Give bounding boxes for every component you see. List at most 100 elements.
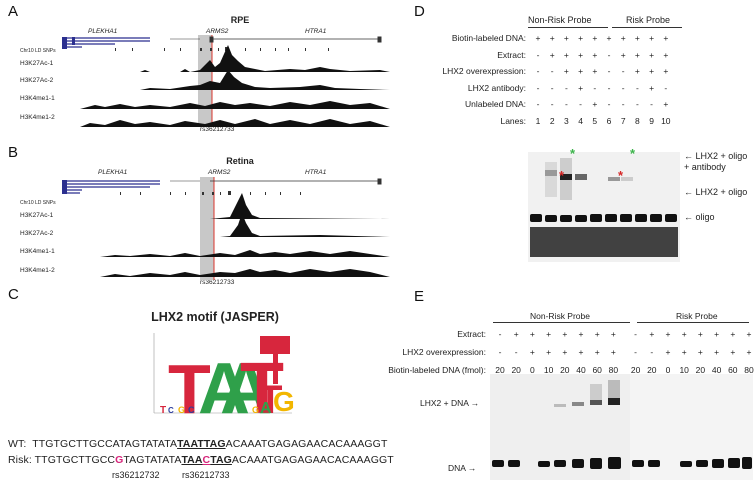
logo-letter-3: A xyxy=(220,349,272,429)
risk-label: Risk: xyxy=(8,454,32,466)
panel-e-cell: + xyxy=(562,347,568,357)
panel-e-cell: + xyxy=(546,329,552,339)
panel-d-cell: - xyxy=(650,99,654,109)
panel-e-annot-free-text: DNA xyxy=(448,463,466,473)
panel-d-cell: + xyxy=(549,33,555,43)
panel-b-ld-snps xyxy=(120,191,301,195)
panel-b-gene-arms2: ARMS2 xyxy=(208,169,231,176)
risk-seq-post: ACAAATGAGAGAACACAAAGGT xyxy=(231,454,394,466)
panel-b-track-2: H3K27Ac-2 xyxy=(20,230,54,237)
panel-e-complex-bands xyxy=(554,380,620,407)
panel-a-track-2: H3K27Ac-2 xyxy=(20,77,54,84)
panel-c-title: LHX2 motif (JASPER) xyxy=(151,310,279,324)
panel-d-cell: - xyxy=(664,82,668,93)
panel-b-track-1: H3K27Ac-1 xyxy=(20,212,54,219)
panel-d-cell: + xyxy=(578,82,584,93)
panel-d-free-oligo-bands xyxy=(530,214,677,222)
risk-seq-pre2: TAGTATATA xyxy=(123,454,182,466)
panel-e-cell: + xyxy=(529,329,535,339)
logo-top-stem xyxy=(273,336,278,384)
panel-e-annot-complex: LHX2 + DNA → xyxy=(420,398,480,408)
panel-d-cell: - xyxy=(550,99,554,109)
risk-seq-motif2: TAG xyxy=(210,454,232,466)
panel-d-red-star-2: * xyxy=(618,168,624,183)
panel-e-cell: + xyxy=(610,329,616,339)
panel-e-cell: - xyxy=(514,347,518,357)
panel-e-cell: - xyxy=(634,329,638,339)
panel-d-cell: + xyxy=(620,33,626,43)
panel-d-cell: + xyxy=(620,49,626,60)
panel-e-cell: + xyxy=(649,329,655,339)
panel-d-cell: - xyxy=(621,82,625,93)
panel-b-gene-plekha1: PLEKHA1 xyxy=(98,169,128,176)
panel-e-cell: 0 xyxy=(665,365,671,375)
panel-b-track-3: H3K4me1-1 xyxy=(20,248,55,255)
panel-d-cell: 4 xyxy=(578,115,583,126)
panel-d-label: D xyxy=(414,3,425,20)
risk-seq-motif1: TAA xyxy=(181,454,203,466)
wt-seq-post: ACAAATGAGAGAACACAAAGGT xyxy=(225,438,388,450)
snp1-label: rs36212732 xyxy=(112,470,160,480)
panel-b-track-4-signal xyxy=(60,269,390,277)
panel-d-row-label: Unlabeled DNA: xyxy=(465,99,526,109)
panel-b-genome-tracks xyxy=(60,177,390,280)
panel-e-cell: + xyxy=(681,347,687,357)
panel-b-track-4: H3K4me1-2 xyxy=(20,267,55,274)
panel-d-cell: + xyxy=(663,99,669,109)
panel-d-cell: + xyxy=(563,49,569,60)
panel-e-group1-line xyxy=(493,322,630,323)
panel-d-group2-line xyxy=(612,27,682,28)
panel-b-plekha1-gene xyxy=(62,180,160,194)
logo-pos2-C: C xyxy=(168,406,174,415)
panel-e-cell: 20 xyxy=(647,365,657,375)
panel-d-cell: + xyxy=(634,66,640,76)
panel-d-cell: 9 xyxy=(649,115,654,126)
panel-a-gene-plekha1: PLEKHA1 xyxy=(88,28,118,35)
panel-b-htra1-gene xyxy=(170,178,382,185)
panel-d-cell: + xyxy=(578,66,584,76)
panel-d-cell: - xyxy=(635,82,639,93)
panel-e-cell: 10 xyxy=(679,365,689,375)
panel-e-cell: 20 xyxy=(560,365,570,375)
panel-b-track-2-signal xyxy=(60,213,390,237)
panel-a-track-4-signal xyxy=(60,119,390,127)
panel-e-cell: 20 xyxy=(695,365,706,375)
risk-snp1-base: G xyxy=(115,454,124,466)
panel-d-group1-line xyxy=(528,27,608,28)
panel-a-track-1-signal xyxy=(60,45,390,72)
panel-e-cell: 20 xyxy=(495,365,505,375)
panel-e-cell: 60 xyxy=(592,365,602,375)
panel-d-cell: 10 xyxy=(661,115,671,126)
panel-a-ld-snps xyxy=(115,47,329,51)
panel-a-track-2-signal xyxy=(60,70,390,90)
panel-a-track-1: H3K27Ac-1 xyxy=(20,60,54,67)
panel-e-cell: 0 xyxy=(530,365,535,375)
panel-d-row-label: LHX2 antibody: xyxy=(467,82,526,93)
logo-letter-5: T xyxy=(258,378,282,422)
risk-sequence: Risk: TTGTGCTTGCCGTAGTATATATAACTAGACAAAT… xyxy=(8,454,394,466)
panel-d-cell: - xyxy=(593,82,597,93)
panel-d-cell: + xyxy=(578,49,584,60)
sequence-logo: T C T A A T T A G C G G xyxy=(153,333,295,429)
panel-a-track-4: H3K4me1-2 xyxy=(20,114,55,121)
panel-d-cell: - xyxy=(564,82,568,93)
panel-d-cell: - xyxy=(607,99,611,109)
panel-d-cell: + xyxy=(592,99,598,109)
panel-d-cell: - xyxy=(536,49,540,60)
panel-d-cell: 6 xyxy=(606,115,612,126)
panel-a-title: RPE xyxy=(230,15,250,25)
logo-letter-6: A xyxy=(260,400,272,417)
panel-d-cell: - xyxy=(607,82,611,93)
panel-d-cell: 3 xyxy=(564,115,569,126)
panel-e-cell: + xyxy=(529,347,535,357)
panel-a-label: A xyxy=(8,3,19,20)
logo-letter-2: A xyxy=(198,349,250,429)
panel-e-cell: 80 xyxy=(744,365,754,375)
panel-d-cell: - xyxy=(607,66,611,76)
panel-e-cell: + xyxy=(578,329,584,339)
panel-d-red-star-1: * xyxy=(559,168,565,183)
panel-e-cell: + xyxy=(578,347,584,357)
panel-d-cell: - xyxy=(564,99,568,109)
panel-e-row-label: LHX2 overexpression: xyxy=(402,347,486,357)
